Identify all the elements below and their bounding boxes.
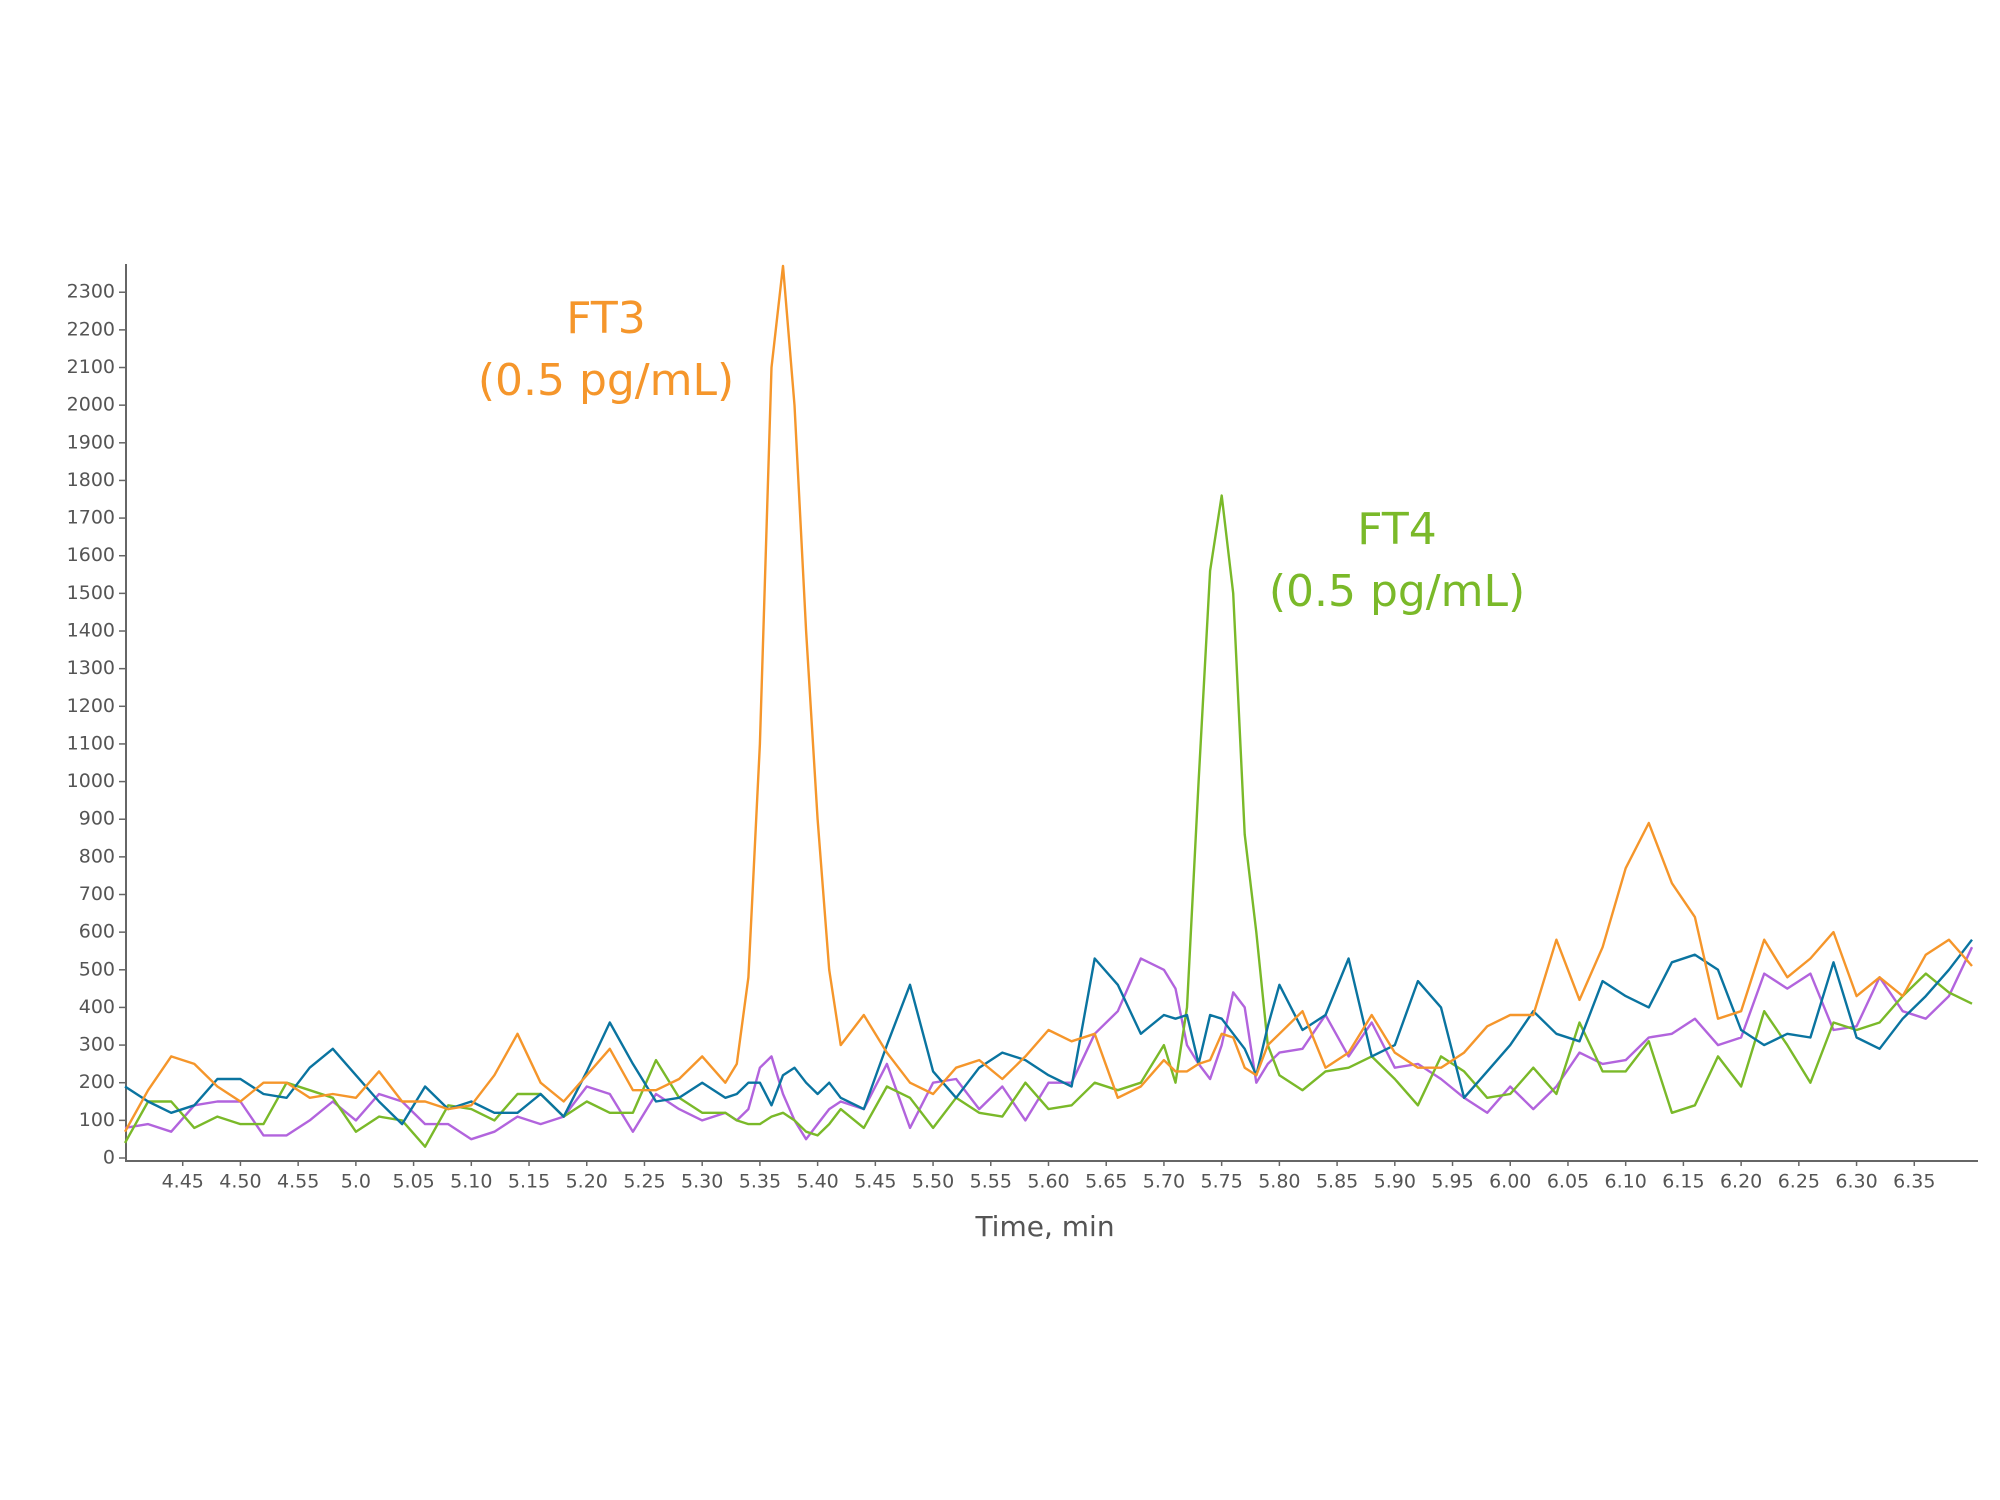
x-tick-label: 6.00: [1489, 1171, 1531, 1193]
x-tick-label: 5.95: [1431, 1171, 1473, 1193]
annotation: FT4: [1357, 504, 1436, 555]
x-tick-label: 5.70: [1143, 1171, 1185, 1193]
y-tick-label: 1700: [67, 507, 115, 529]
y-tick-label: 100: [79, 1109, 115, 1131]
x-tick-label: 5.65: [1085, 1171, 1127, 1193]
series-line: [123, 494, 1973, 1148]
x-tick-label: 5.20: [566, 1171, 608, 1193]
x-tick-label: 5.15: [508, 1171, 550, 1193]
x-tick-label: 4.50: [219, 1171, 261, 1193]
x-tick-label: 5.25: [623, 1171, 665, 1193]
x-tick-label: 6.30: [1835, 1171, 1877, 1193]
y-tick-label: 400: [79, 996, 115, 1018]
y-tick-label: 1000: [67, 770, 115, 792]
y-tick-label: 500: [79, 958, 115, 980]
y-tick-label: 2100: [67, 356, 115, 378]
y-tick-label: 1200: [67, 695, 115, 717]
x-tick-label: 6.20: [1720, 1171, 1762, 1193]
y-tick-label: 200: [79, 1071, 115, 1093]
x-tick-label: 6.25: [1778, 1171, 1820, 1193]
x-tick-label: 5.75: [1201, 1171, 1243, 1193]
series-line: [124, 946, 1974, 1141]
y-tick-label: 1600: [67, 544, 115, 566]
x-tick-label: 5.10: [450, 1171, 492, 1193]
series-line: [124, 938, 1973, 1126]
y-tick-label: 1100: [67, 732, 115, 754]
x-tick-label: 5.35: [739, 1171, 781, 1193]
x-tick-label: 5.60: [1027, 1171, 1069, 1193]
y-tick-label: 2000: [67, 394, 115, 416]
y-tick-label: 900: [79, 808, 115, 830]
x-tick-label: 6.15: [1662, 1171, 1704, 1193]
series-line: [123, 264, 1973, 1133]
y-tick-label: 2300: [67, 281, 115, 303]
x-tick-label: 6.05: [1547, 1171, 1589, 1193]
x-tick-label: 5.85: [1316, 1171, 1358, 1193]
y-tick-label: 1900: [67, 431, 115, 453]
y-tick-label: 1500: [67, 582, 115, 604]
x-tick-label: 4.45: [162, 1171, 204, 1193]
annotation: (0.5 pg/mL): [478, 355, 734, 406]
x-tick-label: 5.05: [392, 1171, 434, 1193]
x-tick-label: 4.55: [277, 1171, 319, 1193]
y-tick-label: 700: [79, 883, 115, 905]
annotation: (0.5 pg/mL): [1269, 566, 1525, 617]
x-tick-label: 6.10: [1605, 1171, 1647, 1193]
x-tick-label: 5.45: [854, 1171, 896, 1193]
x-tick-label: 5.30: [681, 1171, 723, 1193]
x-tick-label: 5.80: [1258, 1171, 1300, 1193]
y-tick-label: 300: [79, 1034, 115, 1056]
y-tick-label: 600: [79, 921, 115, 943]
y-tick-label: 1300: [67, 657, 115, 679]
x-tick-label: 5.50: [912, 1171, 954, 1193]
x-axis-title: Time, min: [974, 1210, 1114, 1243]
x-tick-label: 5.90: [1374, 1171, 1416, 1193]
x-tick-label: 6.35: [1893, 1171, 1935, 1193]
x-tick-label: 5.0: [341, 1171, 371, 1193]
annotation: FT3: [566, 293, 645, 344]
y-tick-label: 2200: [67, 318, 115, 340]
y-tick-label: 1400: [67, 620, 115, 642]
y-tick-label: 1800: [67, 469, 115, 491]
x-tick-label: 5.55: [970, 1171, 1012, 1193]
y-tick-label: 0: [103, 1147, 115, 1169]
y-tick-label: 800: [79, 845, 115, 867]
x-tick-label: 5.40: [796, 1171, 838, 1193]
